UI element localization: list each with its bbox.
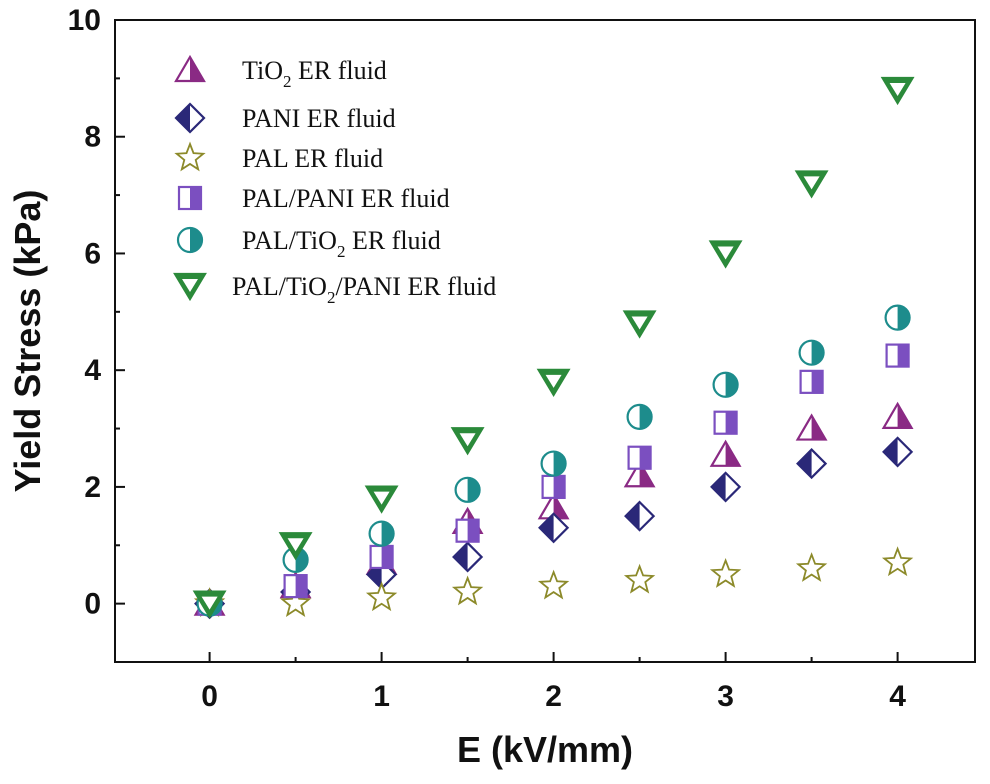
legend-label-main: TiO [242, 56, 283, 85]
axis-ticks: 0 1 2 3 4 0 2 4 6 8 10 [68, 4, 907, 713]
legend-marker [174, 141, 206, 172]
x-tick-label: 4 [889, 680, 906, 713]
data-point [279, 587, 312, 618]
legend-marker [174, 54, 206, 83]
legend-label: PAL/PANI ER fluid [242, 184, 450, 213]
data-point [451, 575, 484, 606]
y-tick-label: 4 [84, 354, 101, 387]
legend-marker [177, 185, 203, 211]
plot-frame [114, 19, 976, 663]
data-point [450, 427, 485, 456]
data-point [538, 512, 570, 544]
data-point [881, 546, 914, 577]
y-tick-label: 10 [68, 4, 101, 37]
data-point [712, 371, 739, 398]
data-point [369, 544, 394, 570]
legend-label-rest: ER fluid [291, 56, 386, 85]
data-point [622, 310, 657, 339]
legend-marker [173, 272, 207, 302]
legend-label-main: PANI ER fluid [242, 104, 396, 133]
data-point [708, 240, 743, 269]
series-5 [192, 76, 915, 619]
data-point [454, 476, 481, 503]
legend-label-main: PAL/TiO [242, 226, 337, 255]
legend-label-rest: /PANI ER fluid [335, 272, 496, 301]
data-point [795, 413, 828, 441]
series-3 [197, 343, 910, 616]
legend-label-subscript: 2 [337, 242, 346, 261]
data-point [882, 436, 914, 468]
legend-label: PANI ER fluid [242, 104, 396, 133]
data-point [713, 410, 738, 435]
data-point [885, 343, 910, 368]
data-point [624, 500, 656, 532]
data-point [710, 471, 742, 503]
data-point [192, 590, 227, 619]
x-tick-label: 1 [373, 680, 390, 713]
data-point [798, 339, 825, 366]
legend-marker [174, 102, 206, 134]
legend-label-rest: ER fluid [345, 226, 440, 255]
data-point [368, 520, 395, 547]
data-point [365, 581, 398, 612]
data-point [709, 557, 742, 588]
legend-label: PAL ER fluid [242, 144, 383, 173]
data-point [626, 403, 653, 430]
data-point [364, 485, 399, 514]
data-point [278, 532, 313, 561]
data-point [540, 450, 567, 477]
legend-label: TiO2 ER fluid [242, 56, 387, 91]
x-axis-title: E (kV/mm) [457, 729, 633, 770]
x-tick-label: 0 [201, 680, 218, 713]
data-point [709, 439, 742, 467]
data-point [623, 563, 656, 594]
data-point [796, 448, 828, 480]
data-point [884, 304, 911, 331]
legend-label: PAL/TiO2/PANI ER fluid [232, 272, 496, 307]
data-points [192, 76, 915, 620]
legend-label-main: PAL ER fluid [242, 144, 383, 173]
data-point [541, 474, 566, 500]
data-point [880, 76, 915, 106]
x-tick-label: 3 [717, 680, 734, 713]
data-point [627, 445, 652, 470]
y-axis-title: Yield Stress (kPa) [7, 190, 48, 493]
y-tick-label: 8 [84, 121, 101, 154]
legend-label-subscript: 2 [327, 288, 336, 307]
x-tick-label: 2 [545, 680, 562, 713]
data-point [283, 574, 308, 599]
legend-label-main: PAL/TiO [232, 272, 327, 301]
data-point [452, 541, 484, 573]
data-point [794, 170, 829, 199]
legend-marker [176, 226, 204, 254]
legend-label-subscript: 2 [283, 72, 292, 91]
data-point [799, 369, 824, 394]
legend-label: PAL/TiO2 ER fluid [242, 226, 441, 261]
data-point [881, 401, 914, 429]
data-point [537, 569, 570, 600]
data-point [455, 518, 480, 543]
data-point [536, 368, 571, 397]
data-point [795, 552, 828, 582]
y-tick-label: 0 [84, 588, 101, 621]
y-tick-label: 2 [84, 471, 101, 504]
legend-label-main: PAL/PANI ER fluid [242, 184, 450, 213]
y-tick-label: 6 [84, 237, 101, 270]
